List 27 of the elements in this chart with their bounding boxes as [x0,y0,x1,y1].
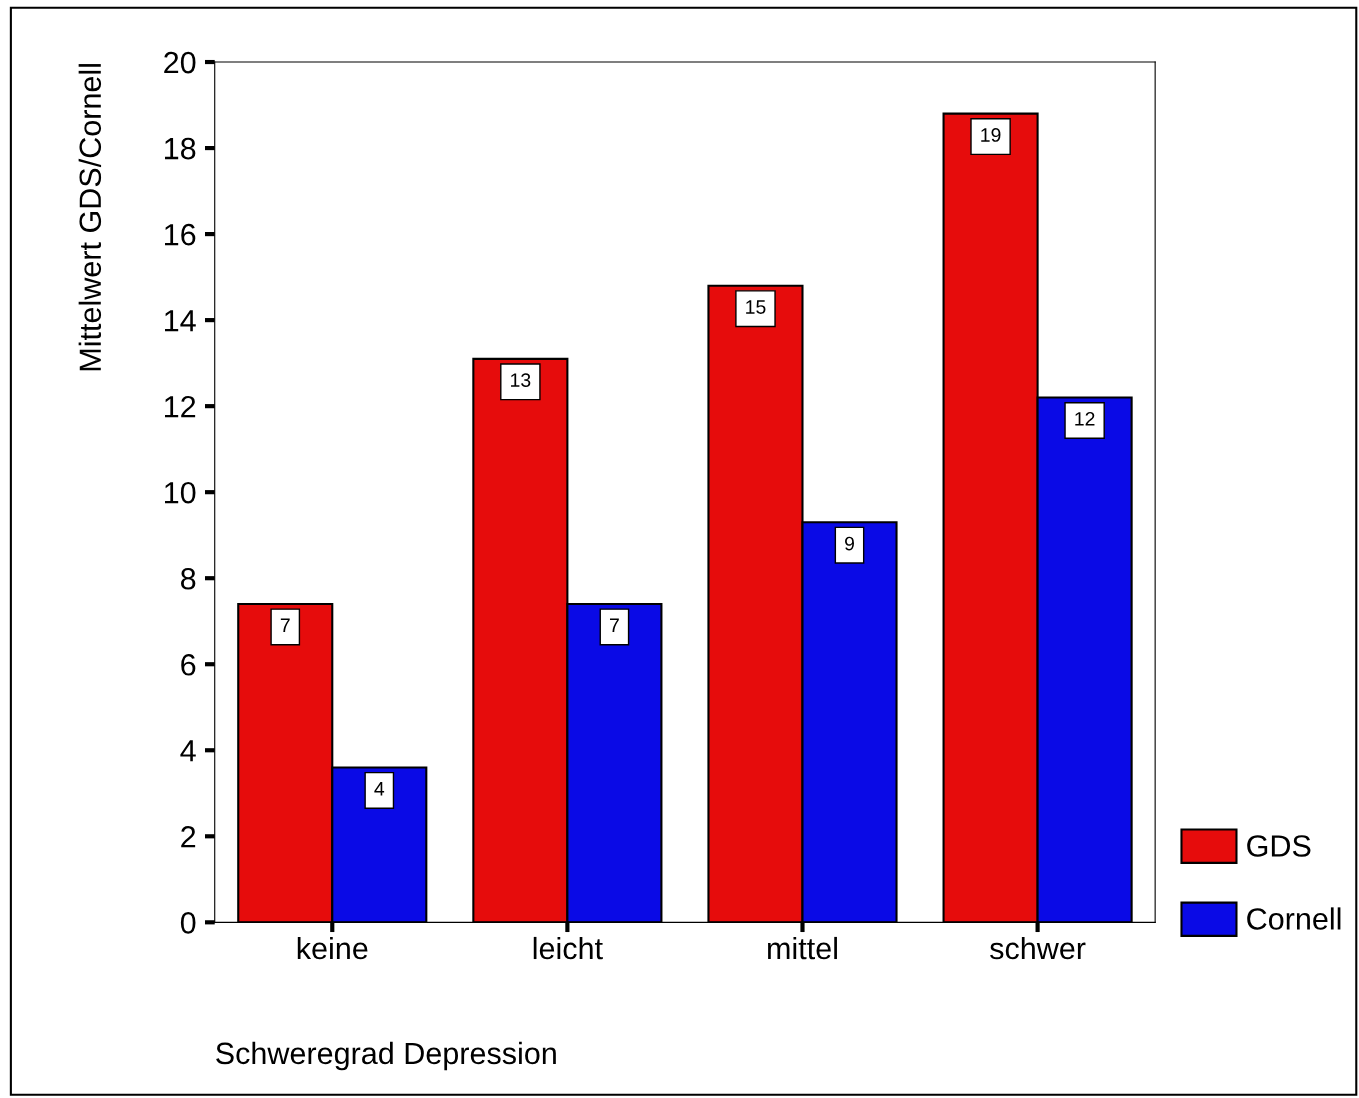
data-label: 15 [746,300,766,314]
data-label: 4 [374,782,385,796]
y-tick-label: 10 [165,481,196,504]
data-label: 7 [280,618,290,632]
x-tick-label: leicht [533,936,603,960]
x-tick-label: mittel [768,936,837,960]
y-tick-label: 0 [180,912,196,934]
y-axis-title: Mittelwert GDS/Cornell [78,64,102,371]
y-tick-label: 20 [164,51,196,74]
x-tick-label: keine [297,936,368,960]
y-tick-label: 8 [181,567,196,590]
y-tick-label: 4 [180,740,196,762]
data-label: 19 [981,128,1001,142]
y-tick-label: 18 [165,137,196,160]
data-label: 9 [845,536,854,551]
data-label: 12 [1075,411,1095,426]
legend-label: Cornell [1247,907,1341,930]
y-tick-label: 2 [181,826,196,848]
y-tick-label: 6 [181,653,196,676]
data-label: 13 [511,373,531,388]
legend-label: GDS [1247,835,1311,857]
y-tick-label: 16 [165,223,196,246]
data-label: 7 [609,618,619,632]
x-axis-title: Schweregrad Depression [216,1041,556,1071]
y-tick-label: 14 [165,310,196,332]
x-tick-label: schwer [990,936,1086,960]
y-tick-label: 12 [165,395,196,418]
